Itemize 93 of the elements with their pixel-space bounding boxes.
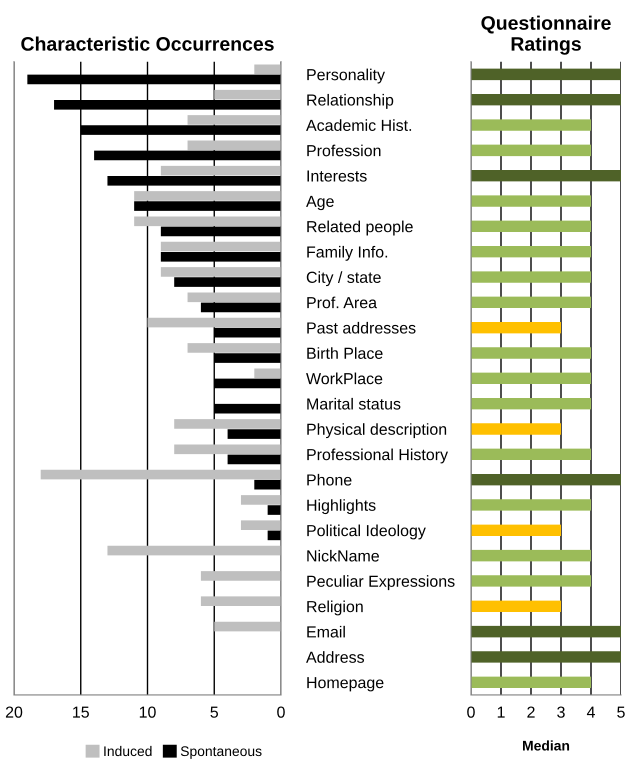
x-tick-label: 4 [586,706,595,718]
bar [160,166,281,176]
x-tick-label: 5 [210,706,218,718]
y-tick-label: Political Ideology [307,524,426,540]
x-tick-label: 0 [277,706,285,718]
bar [471,600,561,612]
bar [240,520,281,530]
bar [471,246,591,258]
y-tick-label: Profession [307,144,380,156]
bar [471,68,621,80]
bar [188,115,281,125]
bar [471,626,621,638]
y-tick-label: Email [307,626,345,638]
legend-label: Spontaneous [180,746,262,759]
legend-label: Induced [104,746,152,756]
y-tick-label: Phone [307,474,352,486]
bar [254,368,281,378]
bar [40,470,281,480]
y-tick-label: Academic Hist. [306,119,412,131]
x-tick-label: 20 [6,706,22,718]
bar [254,480,281,490]
y-tick-label: Past addresses [307,322,416,334]
y-tick-label: Personality [307,68,385,84]
y-tick-label: Homepage [307,677,384,692]
chart-title: Questionnaire Ratings [481,16,611,55]
y-tick-label: Religion [307,600,363,616]
y-tick-label: Relationship [307,94,394,109]
y-tick-label: Interests [307,170,367,182]
x-tick-label: 10 [140,706,156,718]
bar [471,448,591,460]
y-tick-label: Age [306,196,334,210]
x-axis-title: Median [523,740,570,751]
bar [268,505,281,515]
bar [174,444,281,454]
y-tick-label: Family Info. [307,246,388,261]
bar [471,524,561,536]
x-tick-label: 1 [498,706,505,718]
bar [471,499,591,511]
bar [471,195,591,207]
bar [471,474,621,486]
y-tick-label: Birth Place [307,347,383,359]
bar [188,140,281,150]
bar [471,372,591,384]
bar [134,191,281,201]
bar [160,242,281,252]
bar [471,423,561,435]
y-tick-label: NickName [307,550,379,562]
x-tick-label: 15 [73,706,89,718]
bar [228,429,281,439]
bar [471,271,591,283]
bar [200,571,281,581]
bar [228,454,281,464]
y-tick-label: WorkPlace [306,372,382,384]
bar [471,347,591,359]
bar [214,90,281,100]
bar [471,170,621,182]
bar [471,119,591,131]
bar [188,292,281,302]
bar [471,144,591,156]
y-tick-label: Physical description [307,423,446,438]
bar [148,318,281,328]
x-tick-label: 3 [557,706,565,718]
bar [174,419,281,429]
y-tick-label: City / state [306,271,381,286]
y-tick-label: Address [306,651,364,663]
bar [471,296,591,308]
y-tick-label: Marital status [307,398,400,410]
bar [471,575,591,587]
bar [471,651,621,663]
chart-title: Characteristic Occurrences [21,36,274,51]
bar [214,622,281,632]
bar [107,546,281,556]
bar [471,550,591,562]
bar [254,64,281,74]
y-tick-label: Peculiar Expressions [307,575,455,590]
bar [471,322,561,334]
y-tick-label: Prof. Area [307,296,378,308]
bar [471,676,591,688]
y-tick-label: Related people [307,220,413,236]
x-tick-label: 5 [617,706,625,718]
x-tick-label: 0 [467,706,475,718]
bar [240,495,281,505]
bar [268,530,281,540]
bar [188,343,281,353]
bar [160,267,281,277]
bar [134,216,281,226]
x-tick-label: 2 [527,706,535,718]
bar [471,398,591,410]
bar [471,220,591,232]
y-tick-label: Professional History [307,448,448,464]
bar [200,596,281,606]
y-tick-label: Highlights [307,499,376,514]
bar [471,94,621,106]
